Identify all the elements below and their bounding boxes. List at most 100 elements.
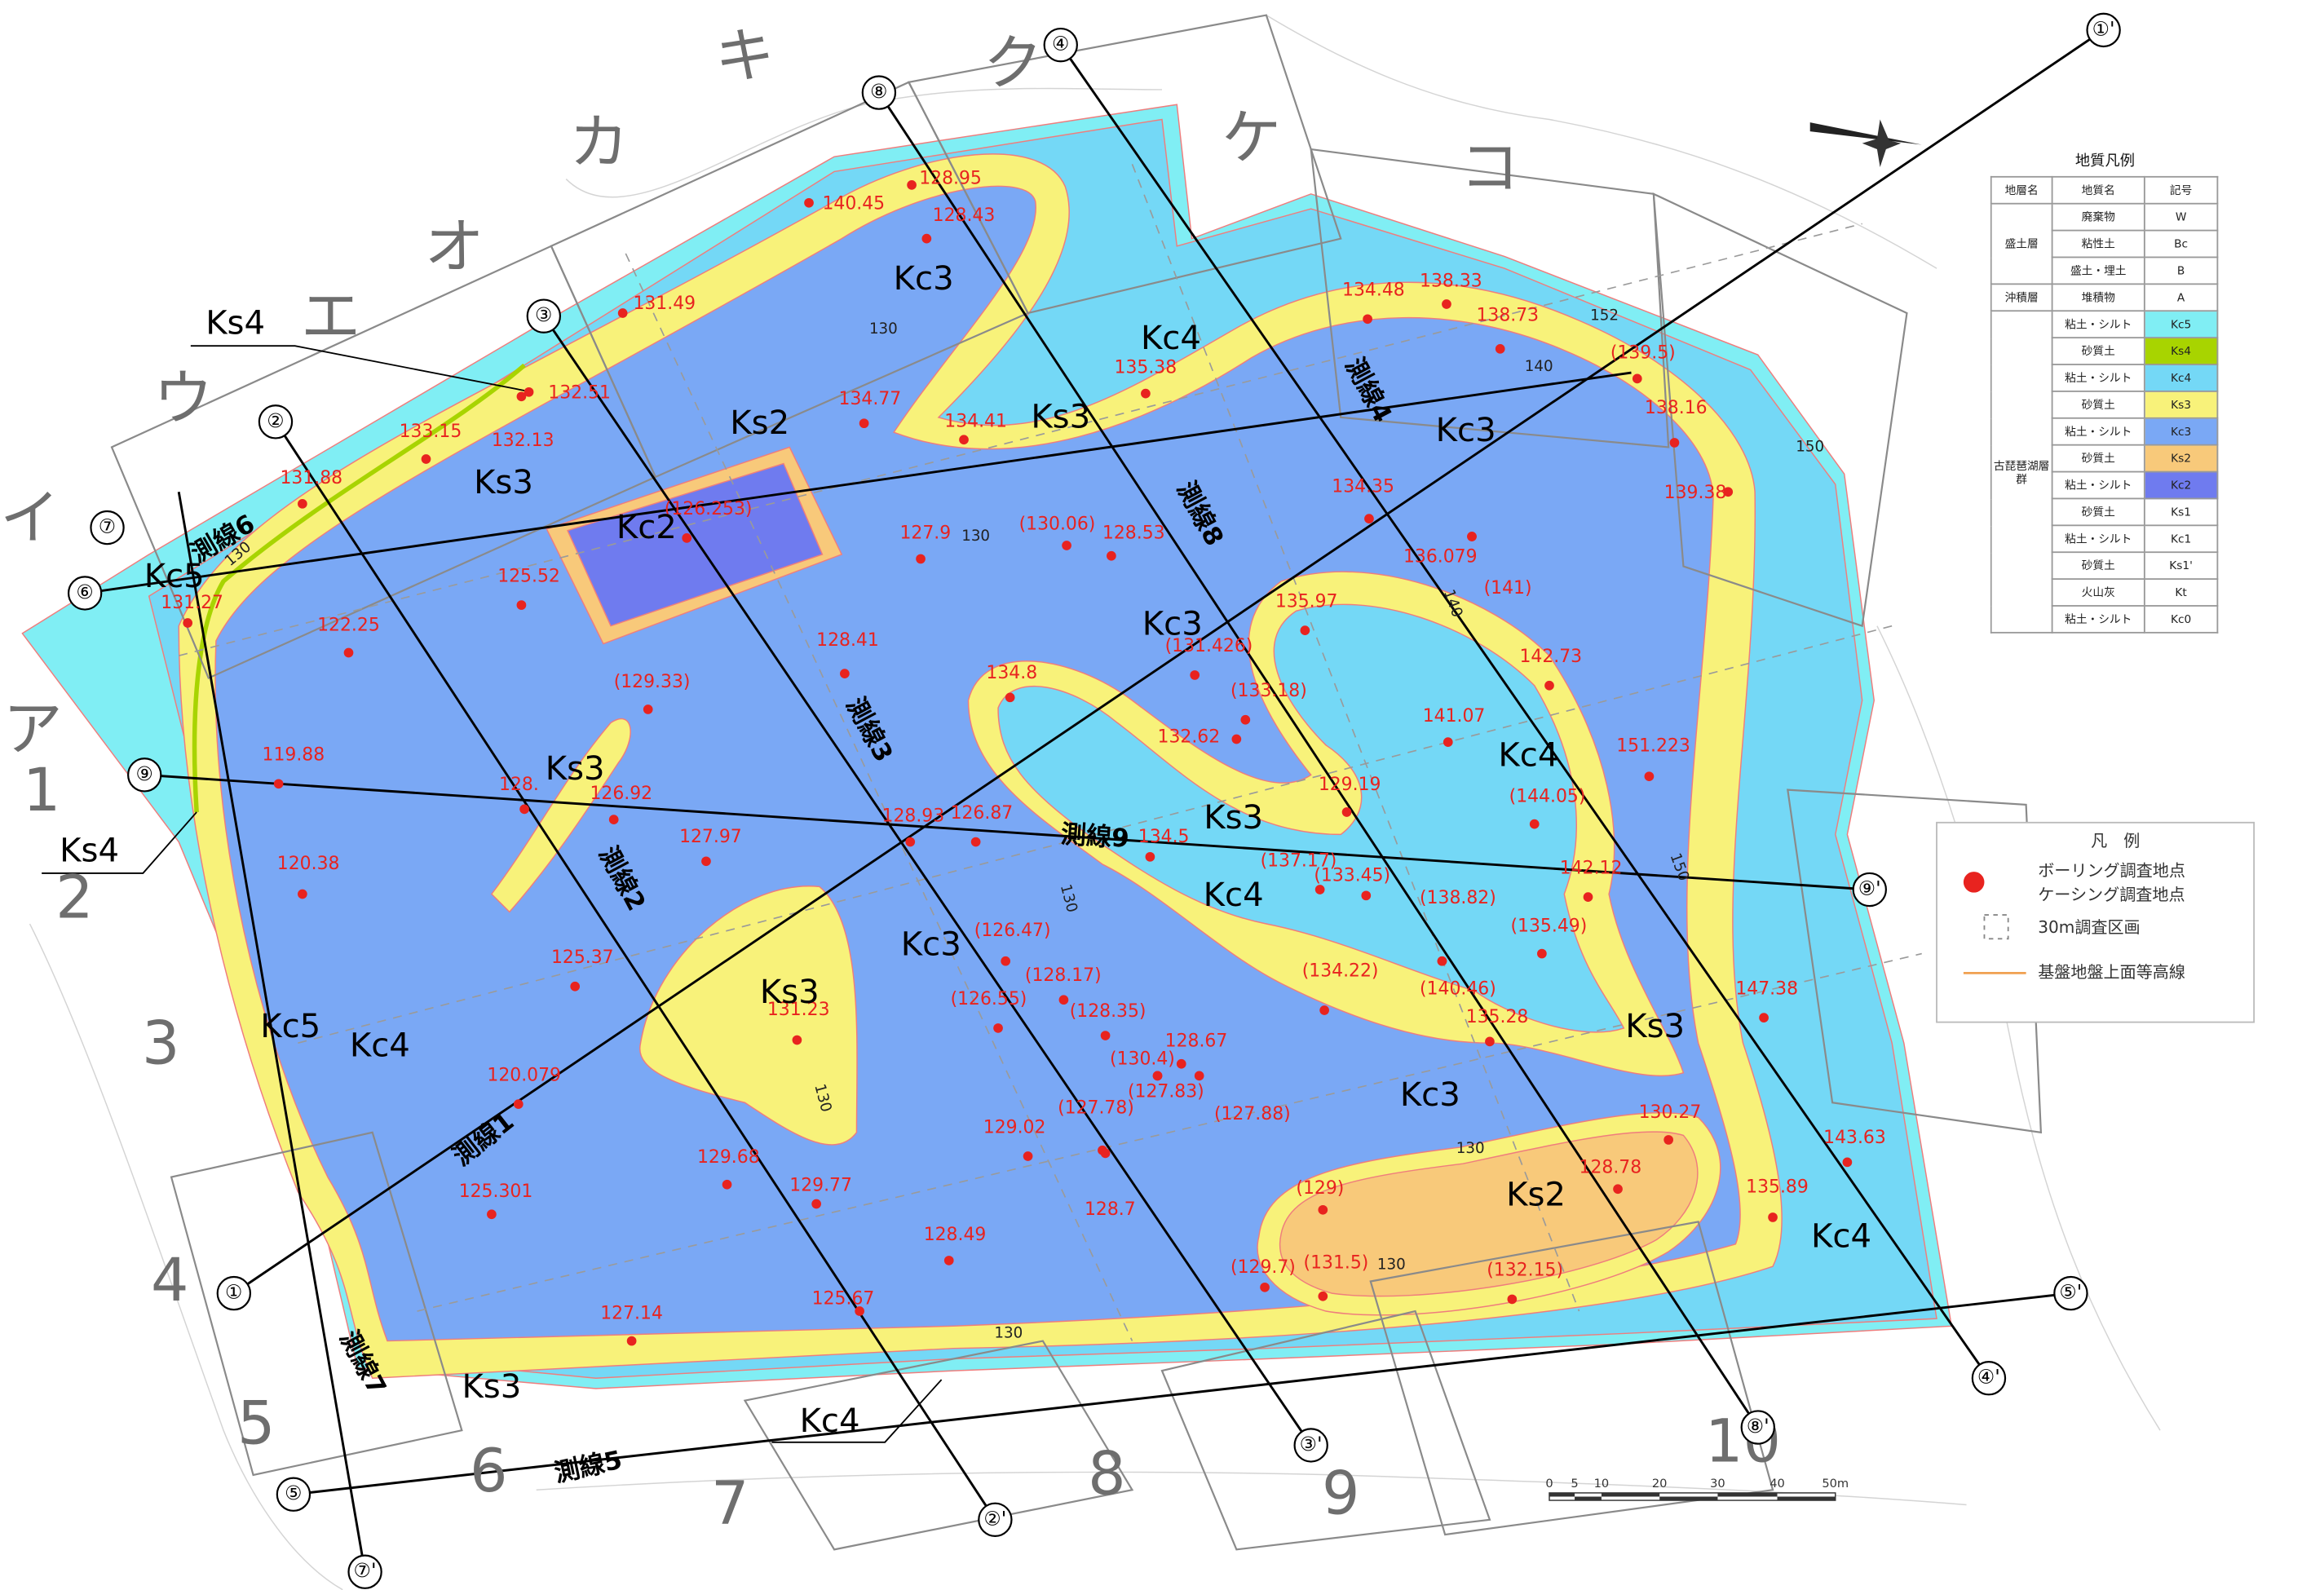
survey-line [1059,44,1990,1380]
survey-line [877,91,1759,1429]
borehole-point [1544,680,1554,691]
grid-column-label: カ [569,108,629,177]
borehole-point [617,308,628,318]
grid-row-label: 4 [151,1246,189,1315]
borehole-label: 128.7 [1085,1199,1136,1220]
legend-header: 地層名 [1990,175,2053,205]
grid-cell [1787,788,2043,1134]
borehole-label: (128.35) [1070,1001,1147,1022]
borehole-label: (137.17) [1261,850,1337,871]
legend-symbol: Ks1 [2143,497,2219,527]
legend-name: 粘土・シルト [2051,524,2145,554]
legend-name: 粘土・シルト [2051,470,2145,500]
borehole-point [1663,1135,1674,1145]
geology-zones [21,104,1953,1389]
legend-table: 地層名 地質名 記号 盛土層 廃棄物 W 粘性土 Bc 盛土・埋土 B 沖積層 堆積物 A 古琵琶湖層群粘… [1990,175,2219,634]
legend-group: 沖積層 [1990,283,2053,312]
zone-label: Kc4 [350,1027,410,1065]
line-marker [1740,1410,1775,1445]
borehole-point [1300,625,1310,635]
borehole-point [859,418,869,429]
borehole-point [513,1099,524,1109]
zone-label: Ks3 [760,974,820,1011]
borehole-point [516,391,527,402]
scale-segment [1601,1492,1660,1497]
zone-label: Ks2 [1506,1176,1566,1213]
grid-cell [1160,1310,1491,1551]
scale-label: 0 [1545,1477,1553,1491]
legend-grid-symbol [1983,914,2009,940]
grid-column-label: ウ [153,364,213,434]
borehole-point [811,1199,821,1209]
survey-line [293,1292,2071,1496]
grid-dash [625,253,1133,1341]
borehole-point [1318,1291,1328,1301]
legend-item: ボーリング調査地点 [2038,861,2185,881]
legend-name: 粘性土 [2051,229,2145,258]
legend-header: 地質名 [2051,175,2145,205]
borehole-label: (129) [1296,1178,1344,1199]
legend-item: ケーシング調査地点 [2038,885,2185,904]
borehole-label: 143.63 [1823,1128,1886,1148]
terrain-contour [1876,625,2161,1431]
grid-column-label: エ [301,282,360,351]
borehole-point [1314,885,1325,894]
borehole-label: (127.88) [1214,1104,1291,1124]
legend-name: 砂質土 [2051,444,2145,473]
grid-dash [179,223,1862,656]
line-marker-label: ⑧ [870,80,887,103]
survey-line [144,773,1870,891]
borehole-label: 126.92 [590,784,652,804]
geology-zone [1279,1131,1699,1297]
borehole-point [570,981,581,992]
line-marker [1852,872,1887,908]
zone-label: Kc2 [616,509,677,546]
borehole-point [1100,1031,1111,1040]
borehole-point [916,554,926,564]
borehole-label: 128.95 [919,169,982,189]
line-marker-label: ⑧' [1747,1415,1770,1438]
line-marker-label: ②' [983,1507,1006,1530]
legend-row: 粘土・シルト Kc2 [1991,470,2219,500]
borehole-label: 138.33 [1420,272,1482,292]
legend-row: 火山灰 Kt [1991,578,2219,607]
borehole-point [1364,514,1374,523]
borehole-label: 128.93 [882,806,945,826]
borehole-label: 138.16 [1645,398,1708,418]
borehole-label: 125.301 [459,1181,533,1202]
borehole-point [1194,1071,1204,1081]
borehole-label: 128.43 [933,205,996,226]
legend-row: 盛土・埋土 B [1991,256,2219,285]
geology-zone [490,718,631,913]
borehole-point [792,1035,802,1045]
borehole-point [1260,1282,1270,1292]
borehole-label: (126.253) [665,499,753,519]
contour-label: 130 [1456,1140,1485,1157]
line-marker-label: ⑥ [76,581,93,603]
scale-label: 40 [1770,1477,1785,1491]
borehole-label: 142.12 [1560,858,1623,878]
scale-segment [1777,1496,1836,1501]
north-arrow-shape [1809,122,1922,145]
borehole-label: 128.41 [816,630,879,651]
borehole-label: (134.22) [1302,961,1379,981]
borehole-label: (140.46) [1420,978,1496,999]
zone-label: Kc4 [1141,320,1201,357]
survey-line [84,371,1632,594]
grid-cell [170,1131,463,1477]
grid-column-label: キ [715,21,775,91]
zone-label: Kc4 [1811,1218,1871,1256]
zone-label: Kc3 [901,925,961,963]
legend-symbol: Kc4 [2143,364,2219,392]
legend-symbol: Kc5 [2143,310,2219,339]
line-marker-label: ③' [1300,1433,1323,1455]
borehole-point [1190,670,1200,680]
borehole-point [701,856,711,867]
borehole-point [1062,541,1071,550]
line-marker [127,757,162,793]
borehole-label: 128.53 [1102,523,1165,543]
borehole-label: 135.28 [1466,1007,1529,1027]
legend-symbol: Kc0 [2143,605,2219,634]
